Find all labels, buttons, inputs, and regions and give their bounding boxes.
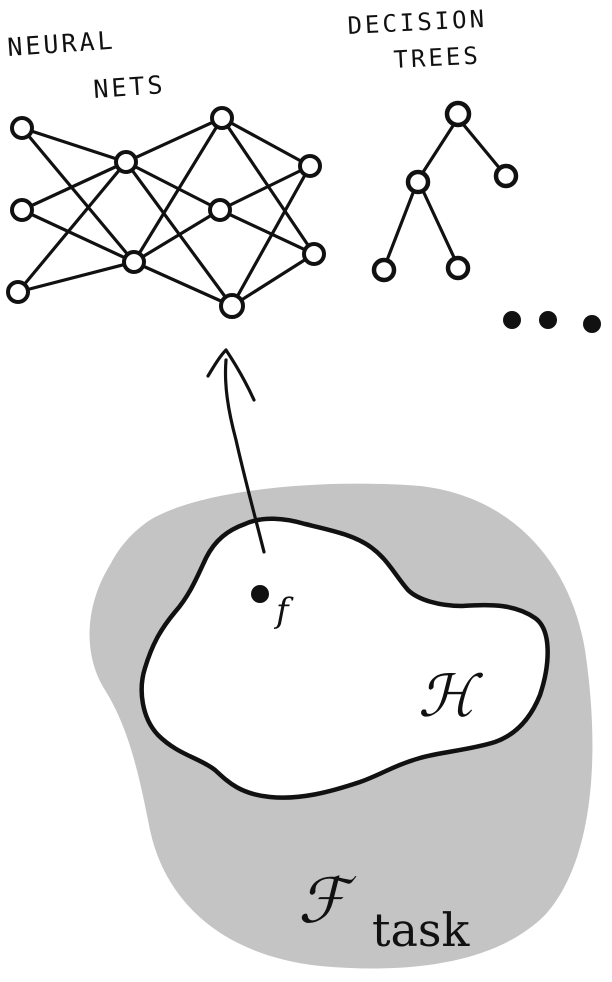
mapping-arrow: [206, 348, 266, 554]
ellipsis: [503, 311, 601, 333]
ellipsis-dot: [503, 311, 521, 329]
decision-tree-sketch: [371, 100, 519, 283]
network-nodes: [6, 106, 326, 319]
neural-nets-label-line2: NETS: [92, 70, 166, 104]
network-node: [302, 242, 326, 266]
tree-node: [371, 257, 397, 283]
network-node: [219, 293, 245, 319]
network-node: [114, 150, 138, 174]
network-node: [208, 198, 232, 222]
tree-node: [444, 100, 472, 128]
decision-trees-label: DECISION TREES: [347, 5, 488, 74]
neural-network-sketch: [6, 106, 326, 319]
network-node: [298, 154, 322, 178]
neural-nets-label: NEURAL NETS: [6, 26, 166, 104]
mapping-arrow-shaft: [223, 358, 266, 554]
ellipsis-dot: [539, 311, 557, 329]
hypothesis-region: [139, 516, 550, 800]
hypothesis-label: ℋ: [418, 662, 484, 730]
network-edges-layer1: [16, 126, 136, 294]
network-edges-layer3: [218, 116, 316, 308]
mapping-arrow-head: [206, 348, 256, 402]
decision-trees-label-line2: TREES: [393, 41, 482, 74]
network-node: [10, 198, 34, 222]
task-space-subscript: task: [372, 903, 471, 957]
decision-trees-label-line1: DECISION: [347, 5, 488, 40]
network-node: [122, 250, 146, 274]
network-node: [10, 116, 34, 140]
neural-nets-label-line1: NEURAL: [6, 26, 116, 62]
network-edges-layer2: [124, 116, 234, 308]
tree-node: [445, 255, 471, 281]
function-point: [251, 585, 269, 603]
tree-node: [493, 163, 519, 189]
network-node: [6, 280, 30, 304]
tree-node: [405, 169, 431, 195]
ellipsis-dot: [583, 315, 601, 333]
tree-nodes: [371, 100, 519, 283]
tree-edges: [382, 116, 508, 270]
network-node: [210, 106, 234, 130]
